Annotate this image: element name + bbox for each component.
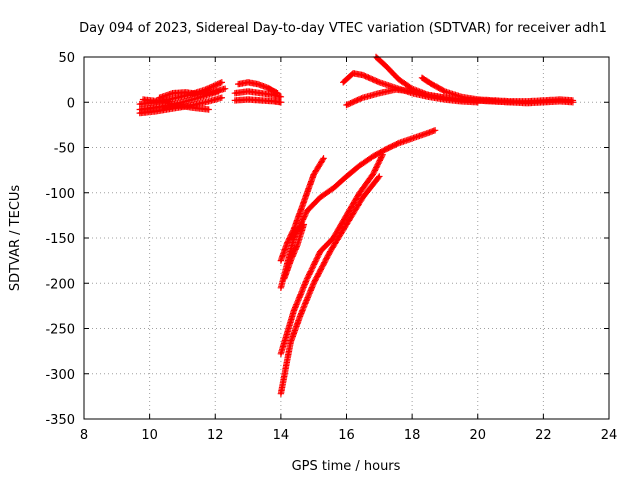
series-arc-8 — [231, 96, 285, 106]
x-tick-label: 16 — [338, 428, 355, 443]
series-arc-13 — [277, 155, 327, 264]
series-arc-16 — [277, 151, 386, 357]
y-tick-label: -350 — [45, 413, 75, 428]
axis-ticks: 8 10 12 14 16 18 20 22 24 50 0 -50 -100 -150 -200 -250 -… — [45, 51, 617, 443]
series-line — [279, 175, 381, 395]
y-tick-label: -150 — [45, 232, 75, 247]
series-markers — [156, 85, 229, 101]
y-tick-label: -300 — [45, 368, 75, 383]
data-series — [136, 53, 577, 397]
series-arc-6 — [235, 79, 281, 97]
series-arc-15 — [277, 173, 383, 397]
x-tick-label: 20 — [469, 428, 486, 443]
series-markers — [277, 151, 386, 357]
plot-border — [83, 56, 610, 420]
x-tick-label: 22 — [535, 428, 552, 443]
series-arc-4 — [139, 96, 212, 113]
series-markers — [277, 155, 327, 264]
y-tick-label: -100 — [45, 187, 75, 202]
x-tick-label: 24 — [601, 428, 618, 443]
series-markers — [231, 96, 285, 106]
y-tick-label: -50 — [54, 142, 75, 157]
chart-title: Day 094 of 2023, Sidereal Day-to-day VTE… — [79, 21, 607, 36]
x-axis-label: GPS time / hours — [292, 459, 401, 474]
grid-lines — [84, 57, 609, 419]
x-tick-label: 18 — [404, 428, 421, 443]
series-arc-14 — [277, 127, 439, 291]
x-tick-label: 8 — [80, 428, 88, 443]
y-axis-label: SDTVAR / TECUs — [8, 185, 23, 292]
y-tick-label: -200 — [45, 277, 75, 292]
series-arc-5 — [156, 85, 229, 101]
y-tick-label: -250 — [45, 323, 75, 338]
series-markers — [235, 79, 281, 97]
x-tick-label: 12 — [207, 428, 224, 443]
series-markers — [277, 173, 383, 397]
series-arc-12 — [418, 74, 577, 105]
series-markers — [418, 74, 577, 105]
x-tick-label: 10 — [141, 428, 158, 443]
y-tick-label: 50 — [58, 51, 75, 66]
x-tick-label: 14 — [273, 428, 290, 443]
series-arc-17 — [281, 221, 308, 282]
y-tick-label: 0 — [67, 96, 75, 111]
series-markers — [139, 96, 212, 113]
series-markers — [281, 221, 308, 282]
series-arc-7 — [231, 88, 285, 101]
series-markers — [231, 88, 285, 101]
